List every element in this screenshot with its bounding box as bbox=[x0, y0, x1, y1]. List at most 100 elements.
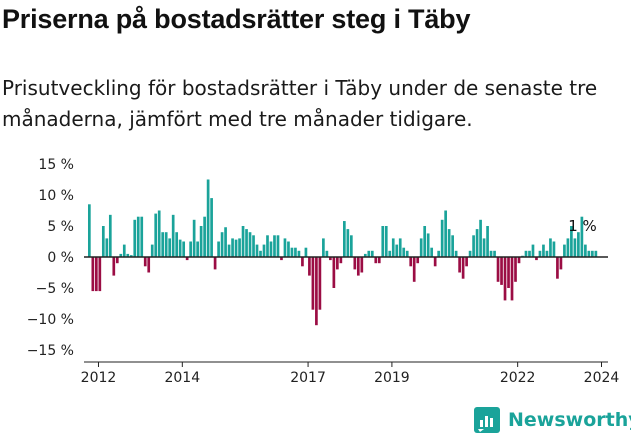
bar bbox=[489, 250, 493, 257]
bar bbox=[584, 244, 587, 257]
bar bbox=[374, 257, 378, 264]
bar bbox=[409, 257, 413, 267]
bar bbox=[171, 214, 175, 257]
y-axis: 15 % 10 % 5 % 0 % −5 % −10 % −15 % bbox=[27, 157, 74, 359]
bar bbox=[297, 250, 301, 257]
bar bbox=[262, 244, 266, 257]
bar bbox=[105, 238, 109, 257]
bar bbox=[461, 257, 465, 279]
bar bbox=[290, 247, 294, 257]
bar bbox=[531, 244, 535, 257]
bar bbox=[98, 257, 102, 292]
bar bbox=[143, 257, 147, 267]
bar bbox=[245, 229, 248, 257]
bar bbox=[241, 226, 245, 257]
bar bbox=[356, 257, 360, 276]
bar bbox=[154, 213, 158, 257]
bar bbox=[192, 219, 196, 257]
bar bbox=[115, 257, 119, 264]
bar bbox=[458, 257, 461, 273]
annotation-label: 1 % bbox=[568, 217, 597, 235]
bar bbox=[220, 232, 224, 257]
bar bbox=[402, 247, 406, 257]
bar bbox=[423, 226, 427, 257]
x-tick-label: 2017 bbox=[290, 370, 326, 386]
bar bbox=[563, 244, 566, 257]
bar bbox=[444, 210, 447, 257]
bar bbox=[454, 250, 458, 257]
bar bbox=[573, 238, 577, 257]
bar bbox=[199, 226, 203, 257]
bar bbox=[224, 227, 227, 257]
bar bbox=[514, 257, 517, 282]
x-tick-label: 2022 bbox=[500, 370, 536, 386]
bar bbox=[419, 238, 423, 257]
bar bbox=[493, 250, 496, 257]
y-tick-label: −10 % bbox=[27, 312, 74, 328]
bar bbox=[168, 238, 172, 257]
y-tick-label: 15 % bbox=[38, 157, 74, 173]
bar bbox=[384, 226, 388, 257]
bar bbox=[486, 226, 489, 257]
bar bbox=[164, 232, 168, 257]
bar bbox=[398, 238, 402, 257]
bar bbox=[405, 250, 409, 257]
bar bbox=[465, 257, 468, 267]
bar bbox=[580, 216, 584, 257]
bar bbox=[367, 250, 371, 257]
bar bbox=[538, 250, 542, 257]
bar bbox=[594, 250, 598, 257]
bar bbox=[294, 247, 297, 257]
bar bbox=[88, 204, 91, 257]
bar bbox=[136, 216, 140, 257]
bar bbox=[269, 241, 273, 257]
bar bbox=[213, 257, 217, 270]
bar bbox=[210, 198, 213, 257]
bar bbox=[447, 229, 451, 257]
bar bbox=[433, 257, 437, 267]
bar bbox=[468, 250, 472, 257]
bar bbox=[304, 247, 308, 257]
bar bbox=[482, 238, 486, 257]
bar bbox=[451, 235, 454, 257]
bar bbox=[329, 257, 332, 261]
bar bbox=[395, 244, 399, 257]
bar bbox=[503, 257, 507, 301]
y-tick-label: 10 % bbox=[38, 188, 74, 204]
newsworthy-logo-icon bbox=[474, 407, 500, 433]
bar bbox=[524, 250, 528, 257]
bar bbox=[203, 216, 206, 257]
bar bbox=[112, 257, 116, 276]
bar bbox=[276, 235, 280, 257]
x-tick-label: 2019 bbox=[374, 370, 410, 386]
bar bbox=[332, 257, 336, 288]
bar bbox=[311, 257, 315, 310]
bar bbox=[566, 238, 570, 257]
bar bbox=[360, 257, 364, 273]
bar bbox=[339, 257, 343, 264]
bar bbox=[231, 238, 234, 257]
bar bbox=[178, 239, 182, 257]
bar bbox=[185, 257, 189, 261]
bar bbox=[426, 233, 430, 257]
bar bbox=[94, 257, 98, 292]
bar bbox=[510, 257, 514, 301]
bar bbox=[122, 244, 126, 257]
bar bbox=[552, 241, 556, 257]
bar bbox=[101, 226, 105, 257]
bar bbox=[322, 238, 325, 257]
bar bbox=[549, 238, 552, 257]
bar bbox=[129, 255, 133, 257]
bar bbox=[283, 238, 287, 257]
bar bbox=[325, 250, 329, 257]
bar bbox=[363, 253, 367, 257]
bar bbox=[416, 257, 420, 264]
bar bbox=[346, 229, 350, 257]
bar bbox=[377, 257, 381, 264]
bar bbox=[252, 235, 255, 257]
bar bbox=[157, 210, 161, 257]
bar bbox=[150, 244, 154, 257]
bar-chart: 15 %10 %5 %0 %−5 %−10 %−15 % 2012 2014 201… bbox=[27, 157, 620, 386]
bar bbox=[206, 179, 210, 257]
bar bbox=[545, 250, 549, 257]
